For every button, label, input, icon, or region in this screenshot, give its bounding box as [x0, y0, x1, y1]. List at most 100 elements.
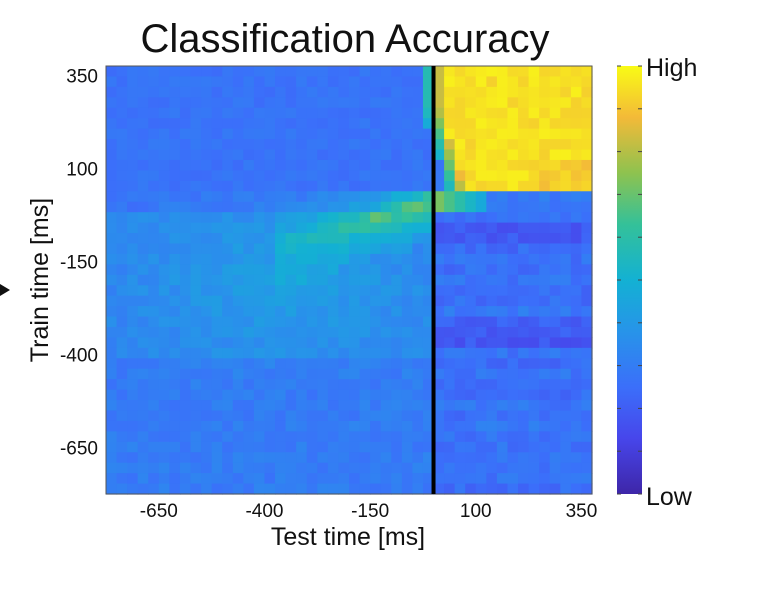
heatmap-cell [306, 76, 318, 88]
heatmap-cell [581, 243, 593, 255]
heatmap-cell [148, 180, 160, 192]
heatmap-cell [560, 97, 572, 109]
heatmap-cell [475, 201, 487, 213]
heatmap-cell [106, 483, 118, 495]
heatmap-cell [317, 97, 329, 109]
heatmap-cell [211, 233, 223, 245]
heatmap-cell [275, 473, 287, 485]
heatmap-cell [306, 149, 318, 161]
heatmap-cell [401, 191, 413, 203]
heatmap-cell [475, 368, 487, 380]
heatmap-cell [507, 76, 519, 88]
heatmap-cell [412, 76, 424, 88]
heatmap-cell [327, 97, 340, 109]
heatmap-cell [253, 389, 266, 401]
heatmap-cell [285, 128, 297, 140]
heatmap-cell [179, 201, 192, 213]
heatmap-cell [454, 326, 466, 339]
heatmap-cell [137, 316, 149, 328]
heatmap-cell [496, 379, 509, 391]
heatmap-cell [359, 118, 371, 130]
heatmap-cell [528, 264, 540, 276]
heatmap-cell [401, 233, 413, 245]
heatmap-cell [317, 316, 329, 328]
x-tick-label: -650 [140, 501, 178, 522]
heatmap-cell [211, 86, 223, 98]
heatmap-cell [349, 180, 361, 192]
heatmap-cell [401, 326, 413, 339]
heatmap-cell [169, 170, 181, 182]
heatmap-cell [116, 452, 128, 464]
heatmap-cell [475, 473, 487, 485]
heatmap-cell [222, 316, 234, 328]
heatmap-cell [539, 86, 551, 98]
heatmap-cell [264, 285, 276, 297]
heatmap-cell [518, 420, 530, 432]
heatmap-cell [253, 159, 266, 171]
heatmap-cell [296, 285, 308, 297]
heatmap-cell [433, 379, 445, 391]
heatmap-cell [338, 483, 350, 495]
heatmap-cell [317, 159, 329, 171]
heatmap-cell [148, 379, 160, 391]
heatmap-cell [486, 97, 498, 109]
heatmap-cell [465, 97, 477, 109]
heatmap-cell [106, 420, 118, 432]
heatmap-cell [433, 462, 445, 474]
heatmap-cell [201, 243, 213, 255]
heatmap-cell [317, 473, 329, 485]
heatmap-cell [137, 285, 149, 297]
heatmap-cell [158, 431, 170, 443]
heatmap-cell [285, 222, 297, 234]
heatmap-cell [370, 149, 382, 161]
heatmap-cell [528, 86, 540, 98]
heatmap-cell [327, 400, 340, 412]
heatmap-cell [232, 410, 244, 422]
heatmap-cell [391, 368, 403, 380]
heatmap-cell [222, 483, 234, 495]
heatmap-cell [327, 295, 340, 307]
heatmap-cell [116, 243, 128, 255]
heatmap-cell [306, 347, 318, 359]
heatmap-cell [327, 243, 340, 255]
heatmap-cell [179, 326, 192, 339]
heatmap-cell [486, 483, 498, 495]
heatmap-cell [518, 118, 530, 130]
heatmap-cell [179, 264, 192, 276]
heatmap-cell [560, 452, 572, 464]
heatmap-cell [475, 149, 487, 161]
heatmap-cell [148, 97, 160, 109]
heatmap-cell [486, 66, 498, 78]
heatmap-cell [158, 66, 170, 78]
heatmap-cell [475, 170, 487, 182]
heatmap-cell [422, 212, 435, 224]
heatmap-cell [127, 170, 139, 182]
heatmap-cell [296, 107, 308, 119]
heatmap-cell [116, 347, 128, 359]
heatmap-cell [560, 264, 572, 276]
heatmap-cell [243, 86, 255, 98]
heatmap-cell [158, 233, 170, 245]
heatmap-cell [581, 483, 593, 495]
heatmap-cell [327, 441, 340, 453]
heatmap-cell [560, 191, 572, 203]
heatmap-cell [169, 410, 181, 422]
heatmap-cell [539, 295, 551, 307]
heatmap-cell [486, 180, 498, 192]
heatmap-cell [243, 431, 255, 443]
heatmap-cell [327, 316, 340, 328]
heatmap-cell [306, 410, 318, 422]
heatmap-cell [496, 212, 509, 224]
heatmap-cell [560, 201, 572, 213]
heatmap-cell [338, 159, 350, 171]
heatmap-cell [539, 128, 551, 140]
heatmap-cell [179, 285, 192, 297]
heatmap-cell [507, 201, 519, 213]
heatmap-cell [454, 306, 466, 318]
heatmap-cell [275, 274, 287, 286]
heatmap-cell [127, 400, 139, 412]
heatmap-cell [433, 410, 445, 422]
heatmap-cell [507, 66, 519, 78]
heatmap-cell [465, 66, 477, 78]
heatmap-cell [211, 358, 223, 370]
